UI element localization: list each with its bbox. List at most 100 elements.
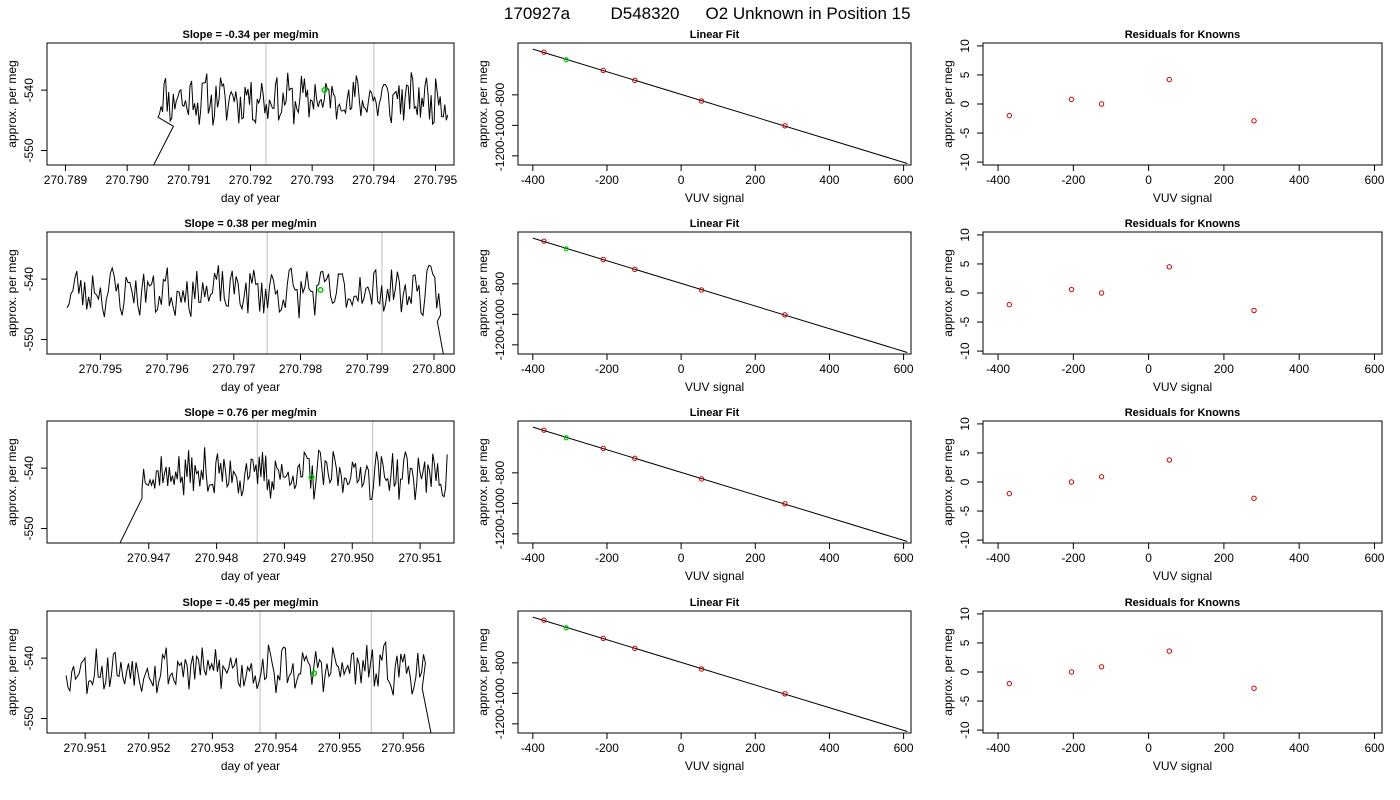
chart-1-residuals-residual-point [1098, 101, 1105, 107]
panel-grid: Slope = -0.34 per meg/min 270.789 270.790 2… [5, 29, 1385, 773]
chart-3-timeseries-y-tick-label: -540 [22, 456, 36, 480]
chart-3-fit-x-tick-label: 0 [678, 551, 685, 565]
chart-1-fit-x-tick-label: 200 [745, 173, 765, 187]
chart-1-timeseries-x-label: day of year [221, 191, 280, 205]
chart-3-timeseries-x-tick-label: 270.947 [127, 551, 171, 565]
chart-2-fit-x-label: VUV signal [685, 380, 744, 394]
chart-4-fit-y-tick-label: -1000 [493, 678, 507, 709]
chart-2-fit-y-tick-label: -800 [493, 272, 507, 296]
chart-3-residuals-y-label: approx. per meg [941, 438, 955, 525]
chart-3-fit-known-point [600, 445, 606, 452]
chart-2-residuals-y-tick-label: -5 [958, 316, 972, 327]
chart-3-residuals-x-tick-label: 600 [1364, 551, 1384, 565]
chart-4-fit-y-tick-label: -800 [493, 651, 507, 675]
chart-4-fit-known-point [600, 635, 606, 642]
chart-3-residuals-frame [982, 420, 1383, 544]
chart-4-residuals-residual-point [1251, 685, 1257, 691]
chart-1-timeseries-x-tick-label: 270.793 [290, 173, 334, 187]
figure-title-run: 170927a [504, 4, 571, 23]
chart-2-timeseries-x-label: day of year [221, 380, 280, 394]
chart-3-fit-y-tick-label: -800 [493, 461, 507, 485]
chart-4-fit-x-tick-label: -200 [595, 741, 619, 755]
chart-3-fit-y-tick-label: -1000 [493, 488, 507, 519]
chart-3-timeseries-x-tick-label: 270.948 [195, 551, 239, 565]
chart-1-fit-y-tick-label: -800 [493, 83, 507, 107]
chart-4-timeseries-y-tick-label: -550 [22, 706, 36, 730]
chart-3-residuals-residual-point [1006, 490, 1013, 497]
chart-4-timeseries-x-tick-label: 270.951 [63, 741, 107, 755]
chart-4-fit-frame [517, 610, 912, 734]
chart-2-residuals-title: Residuals for Knowns [1125, 218, 1241, 230]
chart-1-fit-x-tick-label: 0 [678, 173, 685, 187]
chart-4-fit-known-point [698, 666, 705, 672]
chart-4-timeseries-unknown-point [311, 670, 318, 677]
chart-1-timeseries-y-tick-label: -550 [22, 138, 36, 162]
chart-2-residuals-y-tick-label: 0 [958, 289, 972, 296]
chart-1-residuals-residual-point [1006, 112, 1013, 119]
chart-1-residuals-y-tick-label: 5 [958, 71, 972, 78]
chart-1-fit-x-tick-label: -400 [521, 173, 545, 187]
chart-3-timeseries-x-tick-label: 270.950 [331, 551, 375, 565]
figure-title-sample: D548320 [610, 4, 679, 23]
chart-1-timeseries-x-tick-label: 270.789 [44, 173, 88, 187]
chart-4-residuals-y-tick-label: 10 [958, 607, 972, 621]
chart-4-timeseries-x-tick-label: 270.956 [381, 741, 425, 755]
chart-4-fit-x-tick-label: 600 [894, 741, 914, 755]
chart-4-fit-fit-line [532, 616, 908, 732]
chart-3-timeseries-plot-area [119, 421, 448, 543]
chart-2-fit-y-label: approx. per meg [476, 249, 490, 336]
chart-3-timeseries-x-label: day of year [221, 569, 280, 583]
chart-2-fit-known-point [541, 238, 547, 244]
chart-2-timeseries-x-tick-label: 270.800 [412, 362, 456, 376]
chart-4-fit-y-label: approx. per meg [476, 628, 490, 715]
chart-3-fit-known-point [698, 476, 705, 482]
chart-1-fit-title: Linear Fit [690, 29, 740, 41]
chart-1-timeseries: Slope = -0.34 per meg/min 270.789 270.790 2… [5, 29, 458, 205]
chart-4-residuals-x-label: VUV signal [1153, 759, 1212, 773]
chart-2-timeseries-unknown-point [317, 286, 324, 294]
chart-4-fit-y-tick-label: -1200 [493, 708, 507, 739]
chart-4-residuals-plot-area [1006, 648, 1257, 691]
chart-1-fit-known-point [600, 67, 606, 74]
chart-2-timeseries: Slope = 0.38 per meg/min 270.795 270.796 27… [5, 218, 456, 394]
chart-2-timeseries-y-tick-label: -540 [22, 267, 36, 291]
chart-3-fit-plot-area [532, 426, 908, 542]
chart-1-fit-y-tick-label: -1000 [493, 110, 507, 141]
chart-2-residuals-residual-point [1006, 301, 1013, 308]
chart-2-fit-x-tick-label: 400 [819, 362, 839, 376]
chart-3-timeseries-y-tick-label: -550 [22, 516, 36, 540]
chart-1-timeseries-x-tick-label: 270.792 [229, 173, 273, 187]
chart-4-timeseries-y-label: approx. per meg [5, 628, 19, 715]
chart-1-timeseries-trace [153, 72, 449, 165]
chart-2-fit-x-tick-label: -200 [595, 362, 619, 376]
chart-4-residuals-residual-point [1068, 669, 1075, 675]
chart-1-fit-known-point [782, 123, 788, 129]
chart-4-fit-title: Linear Fit [690, 597, 740, 609]
chart-2-fit-y-tick-label: -1200 [493, 329, 507, 360]
chart-1-residuals-y-tick-label: 10 [958, 39, 972, 53]
chart-4-residuals-frame [982, 610, 1383, 734]
chart-4-timeseries-x-tick-label: 270.955 [318, 741, 362, 755]
chart-2-residuals-y-tick-label: 5 [958, 260, 972, 267]
chart-3-residuals-title: Residuals for Knowns [1125, 407, 1241, 419]
chart-3-residuals-x-tick-label: 200 [1214, 551, 1234, 565]
chart-4-timeseries-y-tick-label: -540 [22, 646, 36, 670]
chart-1-fit-frame [517, 42, 912, 166]
chart-3-fit-known-point [782, 501, 788, 507]
chart-2-fit-unknown-point [563, 246, 569, 252]
chart-2-residuals-y-tick-label: -10 [958, 342, 972, 360]
chart-2-residuals-plot-area [1006, 264, 1257, 314]
chart-4-residuals-y-tick-label: 0 [958, 668, 972, 675]
chart-3-fit-title: Linear Fit [690, 407, 740, 419]
chart-3-fit-x-label: VUV signal [685, 569, 744, 583]
chart-2-fit-frame [517, 231, 912, 355]
chart-1-fit-known-point [632, 77, 638, 84]
chart-3-timeseries-x-tick-label: 270.951 [398, 551, 442, 565]
chart-3-fit-x-tick-label: 400 [819, 551, 839, 565]
chart-1-fit-x-tick-label: -200 [595, 173, 619, 187]
chart-3-fit-x-tick-label: 600 [894, 551, 914, 565]
chart-1-fit-x-tick-label: 400 [819, 173, 839, 187]
chart-2-residuals-y-tick-label: 10 [958, 228, 972, 242]
chart-1-residuals-y-tick-label: -5 [958, 127, 972, 138]
chart-3-fit-frame [517, 420, 912, 544]
